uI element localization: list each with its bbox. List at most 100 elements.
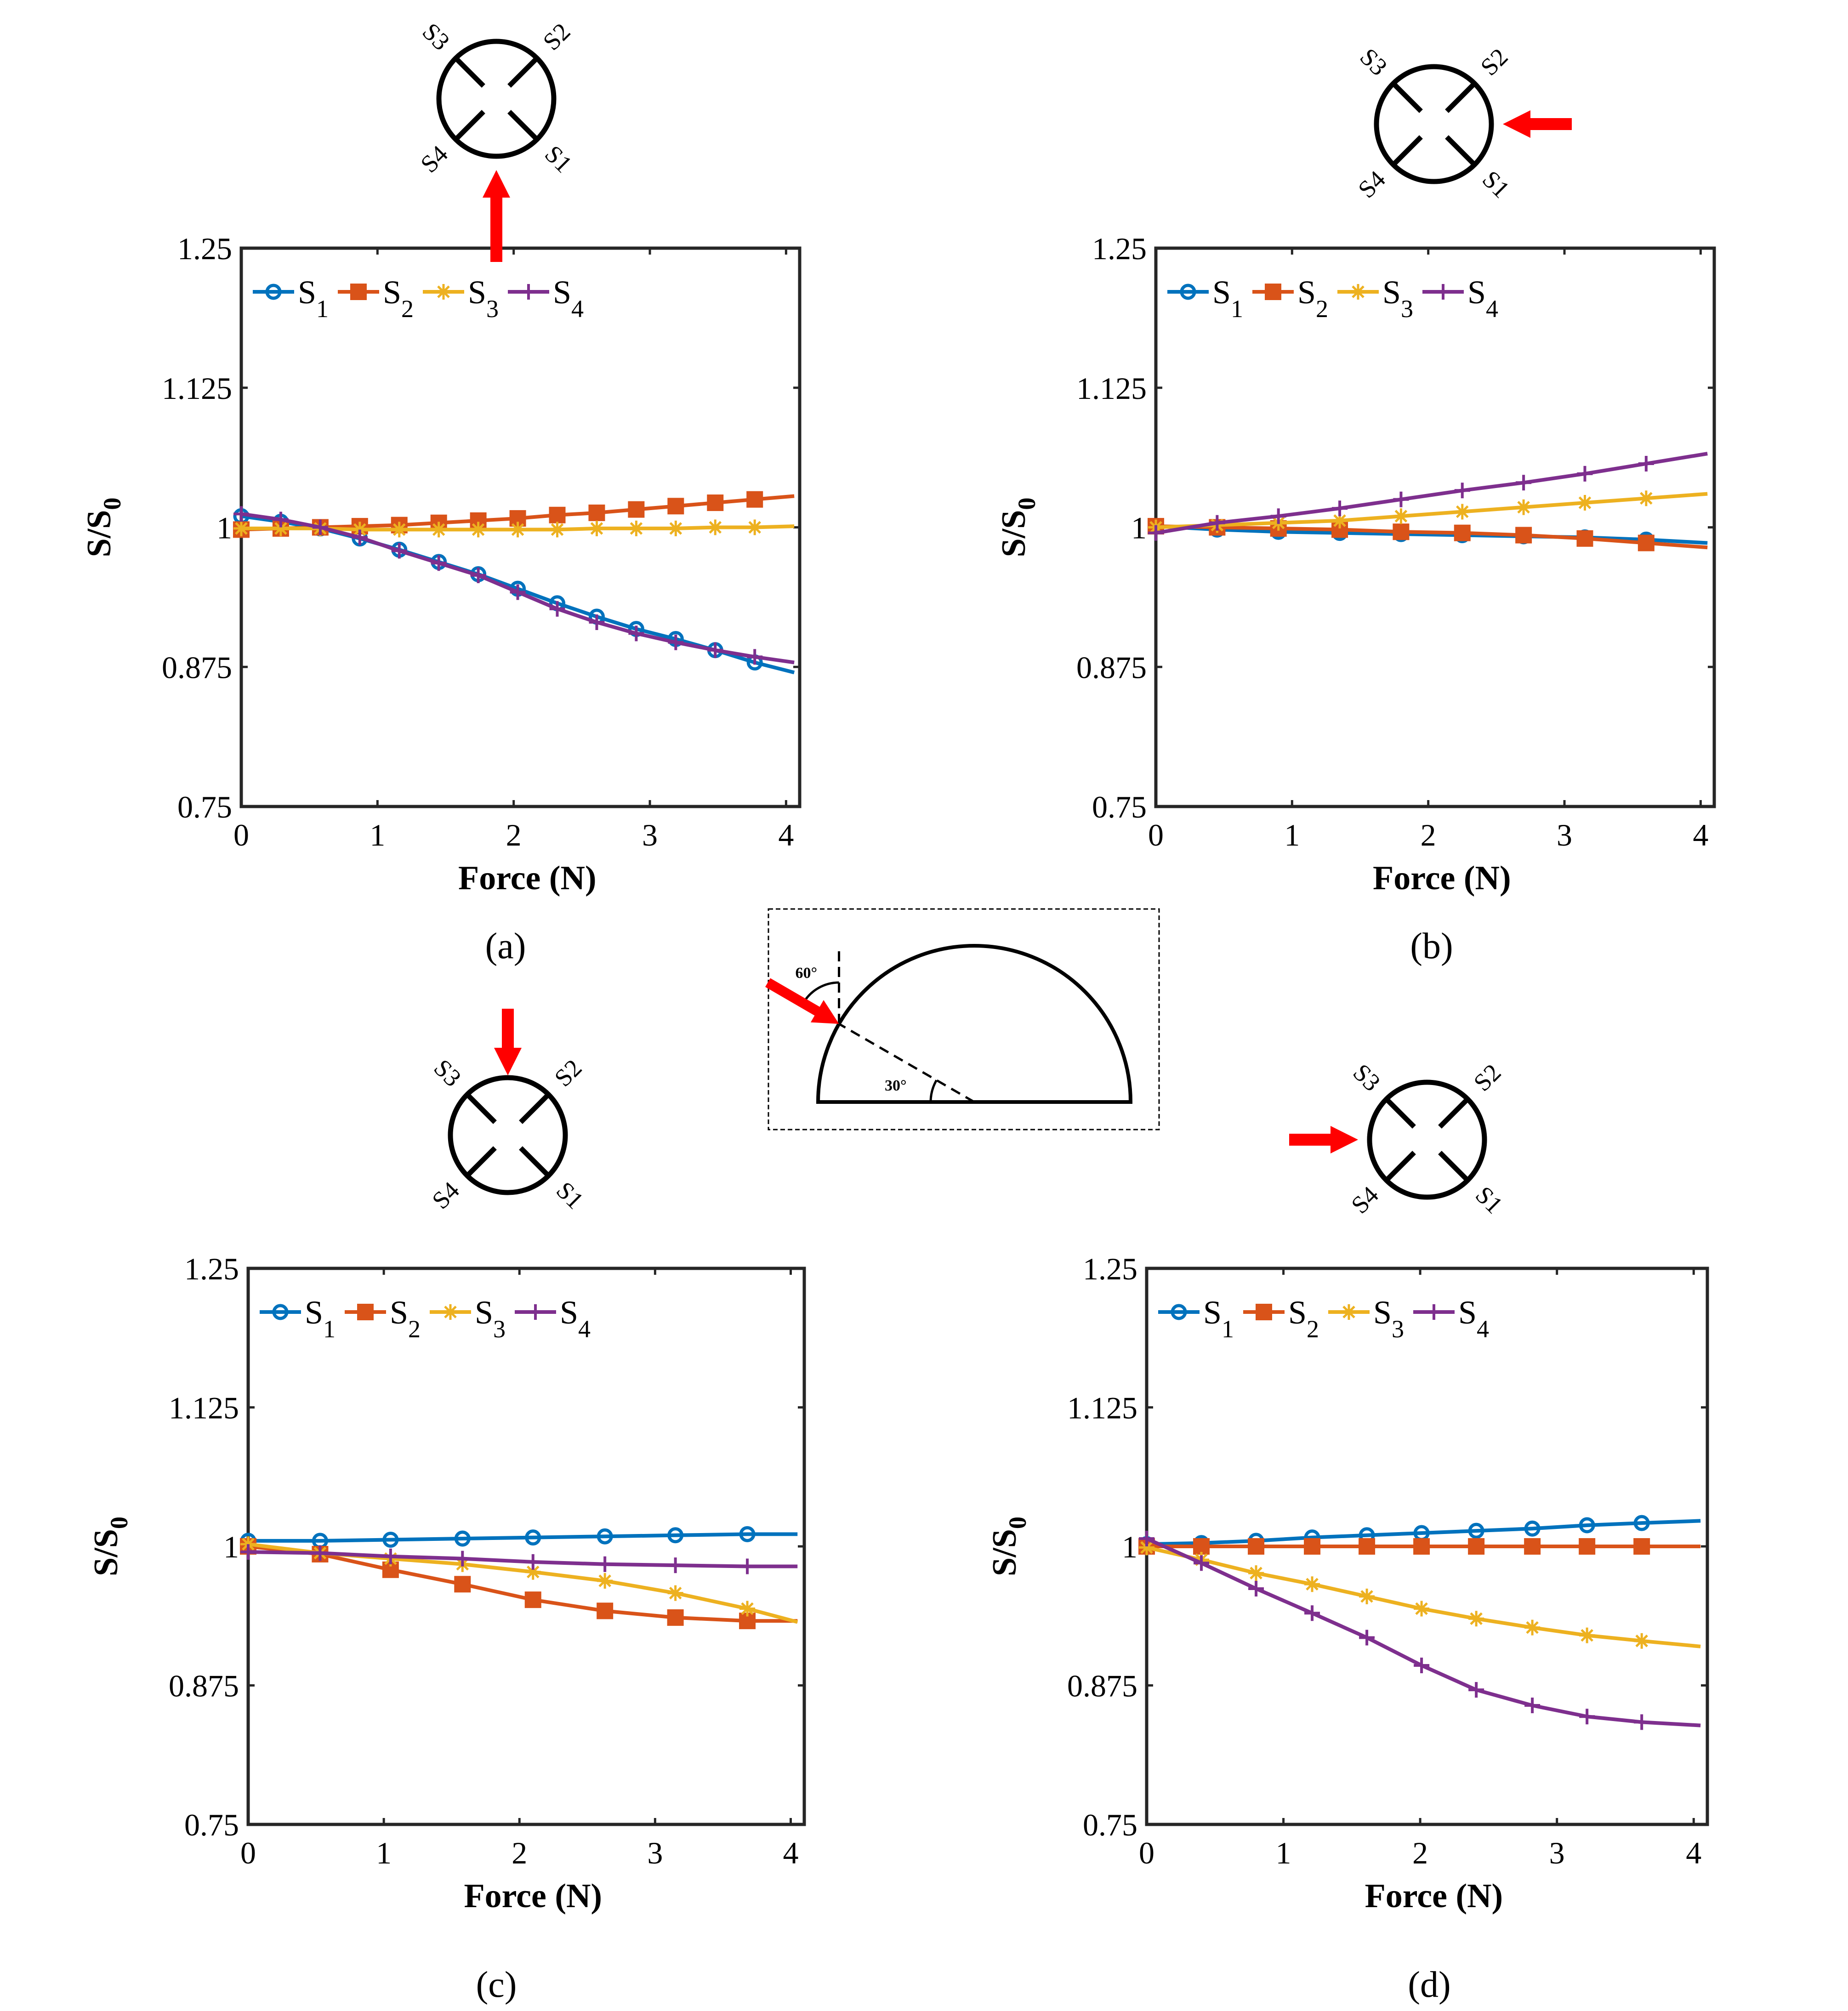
- data-point-s4: [455, 1551, 471, 1567]
- legend-marker-s2: [357, 1304, 374, 1320]
- legend-sub: 1: [316, 295, 329, 323]
- legend-sub: 1: [1231, 295, 1243, 323]
- data-point-s2: [1576, 530, 1593, 547]
- data-point-s3: [1248, 1565, 1264, 1581]
- legend-entry-s4: S4: [1467, 274, 1498, 323]
- legend-marker-s4: [1435, 284, 1451, 300]
- data-point-s3: [549, 522, 565, 538]
- data-point-s3: [668, 520, 684, 536]
- series-s4: [1148, 452, 1708, 541]
- y-tick-label: 1: [1131, 511, 1147, 545]
- legend-name: S: [1297, 274, 1316, 311]
- legend-sub: 4: [1477, 1315, 1489, 1343]
- data-point-s3: [1638, 490, 1654, 506]
- data-point-s2: [1359, 1538, 1376, 1555]
- y-axis-label-main: S/S: [80, 510, 118, 557]
- panel-label: (c): [476, 1965, 517, 2005]
- data-point-s2: [1638, 534, 1655, 551]
- y-tick-label: 1.25: [1083, 1251, 1137, 1286]
- data-point-s4: [1414, 1657, 1430, 1673]
- data-point-s3: [628, 520, 644, 536]
- x-tick-label: 2: [512, 1835, 527, 1870]
- legend-marker-s2: [1256, 1304, 1272, 1320]
- data-point-s3: [391, 522, 407, 538]
- data-point-s2: [1524, 1538, 1541, 1555]
- data-point-s4: [589, 614, 605, 631]
- legend-sub: 3: [1401, 295, 1413, 323]
- data-point-s4: [747, 649, 763, 665]
- legend-name: S: [305, 1294, 323, 1331]
- x-tick-label: 4: [1693, 818, 1708, 852]
- y-tick-label: 1.125: [1076, 371, 1147, 406]
- legend-marker-s4: [528, 1304, 543, 1320]
- sensor-label-s4: S4: [1346, 1181, 1384, 1219]
- data-point-s2: [597, 1602, 614, 1619]
- force-arrow: [1503, 110, 1572, 138]
- data-point-s4: [1577, 466, 1593, 482]
- panel-label: (d): [1408, 1965, 1450, 2005]
- legend-name: S: [1288, 1294, 1307, 1331]
- legend-sub: 1: [1222, 1315, 1234, 1343]
- x-axis-label: Force (N): [1373, 859, 1511, 897]
- y-tick-label: 0.75: [177, 790, 232, 824]
- legend-sub: 2: [401, 295, 414, 323]
- y-tick-label: 1.125: [162, 371, 232, 406]
- sensor-slit: [519, 1146, 550, 1177]
- y-axis-label-sub: 0: [98, 498, 126, 510]
- sensor-label-s4: S4: [415, 140, 453, 178]
- data-point-s4: [312, 1545, 328, 1561]
- data-point-s4: [273, 511, 289, 528]
- legend-name: S: [1458, 1294, 1477, 1331]
- legend-sub: 1: [323, 1315, 335, 1343]
- legend-name: S: [298, 274, 316, 311]
- sensor-label-s2: S2: [1468, 1058, 1507, 1096]
- data-point-s4: [1194, 1555, 1210, 1571]
- series-line-s4: [1155, 452, 1708, 535]
- series-line-s1: [1155, 524, 1708, 545]
- x-tick-label: 3: [1557, 818, 1572, 852]
- sensor-diagram: S1 S2 S3 S4: [415, 17, 578, 262]
- series-s4: [1139, 1531, 1701, 1730]
- data-point-s3: [1304, 1576, 1320, 1592]
- sensor-label-s3: S3: [1355, 43, 1393, 81]
- sensor-ring: [448, 1075, 568, 1195]
- legend-sub: 4: [571, 295, 584, 323]
- force-arrow-shape: [1503, 110, 1572, 138]
- y-tick-label: 1.25: [177, 231, 232, 266]
- legend-entry-s3: S3: [468, 274, 499, 323]
- legend-marker-s3: [436, 284, 451, 300]
- legend-name: S: [1382, 274, 1401, 311]
- series-line-s3: [1155, 492, 1708, 529]
- sensor-diagram: S1 S2 S3 S4: [1289, 1058, 1508, 1219]
- legend-marker-s3: [443, 1304, 458, 1320]
- data-point-s4: [1516, 475, 1532, 491]
- legend-sub: 2: [408, 1315, 421, 1343]
- data-point-s3: [273, 520, 289, 536]
- x-axis-label: Force (N): [1365, 1877, 1503, 1915]
- data-point-s4: [1579, 1709, 1595, 1725]
- x-tick-label: 4: [778, 818, 794, 852]
- y-tick-label: 0.875: [1067, 1669, 1137, 1704]
- x-tick-label: 2: [506, 818, 522, 852]
- legend-entry-s1: S1: [1203, 1294, 1234, 1343]
- x-tick-label: 0: [233, 818, 249, 852]
- x-tick-label: 4: [1686, 1835, 1701, 1870]
- data-point-s4: [352, 529, 368, 545]
- data-point-s4: [470, 567, 486, 583]
- legend-entry-s3: S3: [1382, 274, 1413, 323]
- data-point-s3: [510, 522, 526, 538]
- data-point-s4: [1304, 1605, 1320, 1621]
- data-point-s4: [1209, 515, 1225, 531]
- data-point-s1: [597, 1528, 613, 1545]
- sensor-label-s2: S2: [1475, 43, 1513, 81]
- legend-name: S: [560, 1294, 578, 1331]
- legend-entry-s1: S1: [305, 1294, 335, 1343]
- x-tick-label: 1: [1276, 1835, 1291, 1870]
- legend: S1 S2 S3 S4: [1158, 1294, 1489, 1343]
- data-point-s2: [454, 1576, 471, 1593]
- angle-inset: 60° 30°: [765, 908, 1160, 1130]
- data-point-s4: [382, 1548, 398, 1564]
- angle-arc-30: [929, 1079, 938, 1102]
